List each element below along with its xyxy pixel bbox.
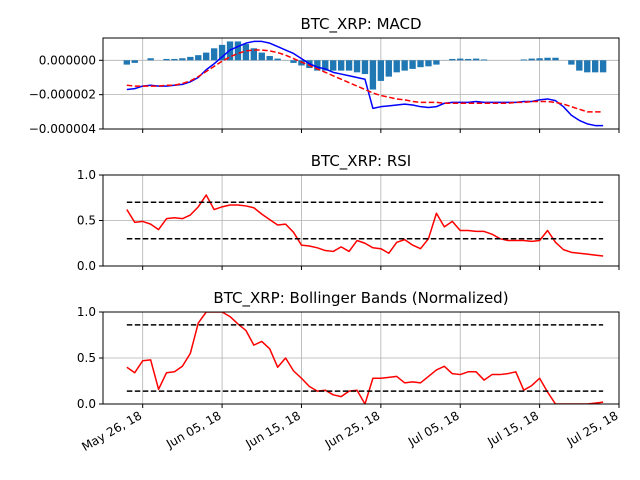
rsi-y-tick-label: 0.5	[77, 214, 96, 228]
bollinger-panel: BTC_XRP: Bollinger Bands (Normalized) 0.…	[77, 289, 620, 411]
macd-histogram-bar	[234, 41, 242, 61]
rsi-title: BTC_XRP: RSI	[311, 152, 411, 171]
macd-histogram-bar	[409, 60, 416, 69]
bollinger-title: BTC_XRP: Bollinger Bands (Normalized)	[213, 289, 508, 308]
macd-histogram-bar	[361, 60, 369, 75]
macd-histogram-bar	[131, 60, 138, 63]
macd-histogram-bar	[464, 58, 472, 61]
macd-y-tick-label: −0.000004	[29, 122, 96, 136]
macd-histogram-bar	[457, 58, 464, 61]
macd-histogram-bar	[179, 58, 186, 61]
macd-panel: BTC_XRP: MACD 0.000000 −0.000002 −0.000004	[29, 15, 620, 136]
bollinger-y-tick-label: 0.0	[77, 397, 96, 411]
macd-histogram-bar	[345, 60, 353, 71]
macd-signal-line	[126, 49, 604, 113]
macd-histogram-bar	[298, 60, 305, 66]
x-tick-label: Jun 25, 18	[322, 408, 382, 451]
macd-histogram-bar	[480, 59, 488, 61]
rsi-line	[126, 194, 604, 257]
macd-histogram-bar	[330, 60, 337, 71]
macd-histogram-bar	[322, 60, 329, 71]
macd-histogram-bar	[123, 60, 130, 65]
macd-histogram-bar	[536, 58, 543, 61]
macd-histogram-bar	[584, 60, 591, 73]
x-tick-label: Jun 05, 18	[163, 408, 223, 451]
macd-histogram-bar	[290, 60, 297, 63]
macd-line	[126, 40, 604, 127]
macd-histogram-bar	[544, 57, 551, 61]
macd-y-tick-label: −0.000002	[29, 88, 96, 102]
macd-histogram-bar	[210, 48, 218, 61]
macd-histogram-bar	[163, 58, 170, 61]
macd-histogram-bar	[218, 44, 226, 61]
macd-histogram-bar	[401, 60, 408, 71]
x-tick-label: Jul 25, 18	[564, 408, 621, 449]
macd-histogram-bar	[187, 56, 194, 61]
macd-histogram-bar	[242, 44, 250, 61]
macd-histogram-bar	[385, 60, 392, 77]
bollinger-line	[126, 312, 604, 404]
macd-histogram-bar	[377, 60, 385, 81]
macd-title: BTC_XRP: MACD	[300, 15, 421, 34]
macd-histogram-bar	[528, 58, 535, 61]
macd-axes-frame	[102, 37, 620, 130]
rsi-y-tick-label: 0.0	[77, 259, 96, 273]
macd-histogram-bar	[592, 60, 599, 73]
macd-histogram-bar	[171, 58, 178, 61]
macd-histogram-bar	[425, 60, 432, 67]
macd-histogram-bar	[337, 60, 345, 71]
macd-histogram-bar	[520, 59, 527, 61]
macd-histogram-bar	[266, 56, 273, 61]
bollinger-y-tick-label: 0.5	[77, 351, 96, 365]
macd-histogram-bar	[203, 52, 210, 61]
rsi-panel: BTC_XRP: RSI 0.0 0.5 1.0	[77, 152, 620, 273]
macd-histogram-bar	[147, 58, 154, 61]
x-tick-label: Jul 15, 18	[484, 408, 541, 449]
x-tick-label: Jun 15, 18	[242, 408, 302, 451]
macd-histogram-bar	[449, 58, 456, 61]
x-axis-ticks: May 26, 18 Jun 05, 18 Jun 15, 18 Jun 25, 18…	[79, 408, 620, 454]
macd-histogram-bar	[472, 58, 480, 61]
macd-histogram-bar	[599, 60, 607, 73]
macd-histogram-bar	[393, 60, 400, 73]
macd-histogram-bar	[195, 55, 202, 61]
macd-histogram-bar	[576, 60, 583, 71]
macd-histogram-bar	[433, 60, 440, 65]
macd-histogram-bar	[552, 57, 559, 61]
macd-histogram-bar	[250, 48, 258, 61]
macd-histogram-bar	[353, 60, 361, 73]
macd-histogram-bar	[417, 60, 424, 68]
macd-histogram-bar	[369, 60, 377, 90]
macd-histogram-bar	[568, 60, 575, 65]
macd-histogram-bar	[258, 52, 265, 61]
macd-histogram-bar	[314, 60, 321, 71]
x-tick-label: Jul 05, 18	[405, 408, 462, 449]
x-tick-label: May 26, 18	[79, 408, 144, 454]
bollinger-y-tick-label: 1.0	[77, 305, 96, 319]
macd-y-tick-label: 0.000000	[39, 53, 96, 67]
macd-histogram-bar	[274, 58, 281, 61]
rsi-y-tick-label: 1.0	[77, 168, 96, 182]
